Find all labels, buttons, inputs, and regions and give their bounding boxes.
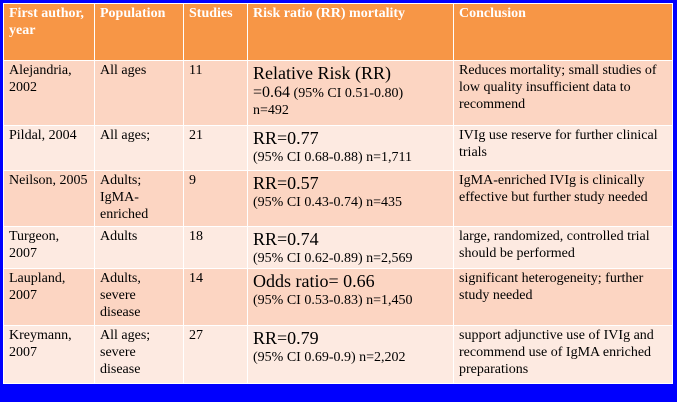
rr-main: RR=0.79: [253, 328, 319, 348]
header-author: First author, year: [3, 3, 95, 61]
cell-conclusion: significant heterogeneity; further study…: [453, 268, 673, 326]
cell-studies: 9: [183, 170, 248, 227]
rr-main: Relative Risk (RR): [253, 63, 391, 83]
rr-main: RR=0.77: [253, 128, 319, 148]
cell-author: Kreymann, 2007: [3, 325, 95, 384]
cell-conclusion: support adjunctive use of IVIg and recom…: [453, 325, 673, 384]
rr-main: Odds ratio= 0.66: [253, 271, 375, 291]
table-row: Alejandria, 2002 All ages 11 Relative Ri…: [3, 60, 673, 126]
cell-population: All ages: [94, 60, 184, 126]
cell-risk-ratio: RR=0.77 (95% CI 0.68-0.88) n=1,711: [247, 125, 454, 171]
cell-population: All ages; severe disease: [94, 325, 184, 384]
cell-studies: 18: [183, 226, 248, 269]
rr-ci: (95% CI 0.68-0.88): [253, 150, 363, 165]
cell-risk-ratio: RR=0.57 (95% CI 0.43-0.74) n=435: [247, 170, 454, 227]
cell-author: Turgeon, 2007: [3, 226, 95, 269]
cell-risk-ratio: Relative Risk (RR) =0.64 (95% CI 0.51-0.…: [247, 60, 454, 126]
table-row: Laupland, 2007 Adults, severe disease 14…: [3, 268, 673, 326]
cell-conclusion: IgMA-enriched IVIg is clinically effecti…: [453, 170, 673, 227]
cell-population: Adults: [94, 226, 184, 269]
cell-population: Adults; IgMA-enriched: [94, 170, 184, 227]
cell-risk-ratio: RR=0.79 (95% CI 0.69-0.9) n=2,202: [247, 325, 454, 384]
rr-n: n=492: [253, 103, 289, 118]
rr-value: =0.64: [253, 84, 291, 101]
cell-author: Neilson, 2005: [3, 170, 95, 227]
header-population: Population: [94, 3, 184, 61]
cell-author: Pildal, 2004: [3, 125, 95, 171]
cell-population: All ages;: [94, 125, 184, 171]
header-conclusion: Conclusion: [453, 3, 673, 61]
rr-ci: (95% CI 0.62-0.89): [253, 251, 363, 266]
rr-ci: (95% CI 0.69-0.9): [253, 350, 356, 365]
cell-risk-ratio: Odds ratio= 0.66 (95% CI 0.53-0.83) n=1,…: [247, 268, 454, 326]
header-risk-ratio: Risk ratio (RR) mortality: [247, 3, 454, 61]
rr-ci: (95% CI 0.51-0.80): [293, 86, 404, 101]
rr-main: RR=0.57: [253, 173, 319, 193]
rr-main: RR=0.74: [253, 229, 319, 249]
cell-population: Adults, severe disease: [94, 268, 184, 326]
table-row: Pildal, 2004 All ages; 21 RR=0.77 (95% C…: [3, 125, 673, 171]
rr-n: n=435: [366, 195, 403, 210]
table-header-row: First author, year Population Studies Ri…: [3, 3, 673, 61]
table-row: Turgeon, 2007 Adults 18 RR=0.74 (95% CI …: [3, 226, 673, 269]
cell-studies: 21: [183, 125, 248, 171]
cell-risk-ratio: RR=0.74 (95% CI 0.62-0.89) n=2,569: [247, 226, 454, 269]
rr-ci: (95% CI 0.43-0.74): [253, 195, 363, 210]
rr-n: n=2,202: [359, 350, 406, 365]
cell-studies: 27: [183, 325, 248, 384]
cell-studies: 14: [183, 268, 248, 326]
rr-ci: (95% CI 0.53-0.83): [253, 293, 363, 308]
rr-n: n=2,569: [366, 251, 413, 266]
rr-n: n=1,450: [366, 293, 413, 308]
cell-author: Alejandria, 2002: [3, 60, 95, 126]
rr-n: n=1,711: [366, 150, 413, 165]
ivig-studies-table: First author, year Population Studies Ri…: [3, 3, 673, 384]
cell-conclusion: large, randomized, controlled trial shou…: [453, 226, 673, 269]
table-row: Kreymann, 2007 All ages; severe disease …: [3, 325, 673, 384]
cell-studies: 11: [183, 60, 248, 126]
table-row: Neilson, 2005 Adults; IgMA-enriched 9 RR…: [3, 170, 673, 227]
cell-conclusion: IVIg use reserve for further clinical tr…: [453, 125, 673, 171]
header-studies: Studies: [183, 3, 248, 61]
cell-author: Laupland, 2007: [3, 268, 95, 326]
cell-conclusion: Reduces mortality; small studies of low …: [453, 60, 673, 126]
